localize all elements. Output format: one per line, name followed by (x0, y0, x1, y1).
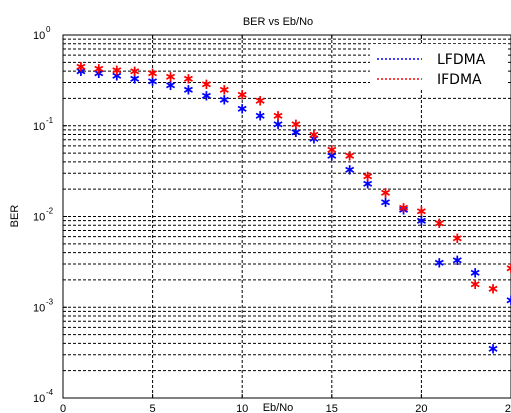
x-tick-label: 5 (150, 403, 156, 413)
series-lfdma: ∗∗∗∗∗∗∗∗∗∗∗∗∗∗∗∗∗∗∗∗∗∗∗∗∗ (75, 62, 511, 358)
x-tick-label: 25 (505, 403, 511, 413)
y-tick-base: 10 (33, 393, 45, 405)
x-tick-label: 0 (60, 403, 66, 413)
data-points: ∗ ∗ ∗ ∗ ∗ ∗ ∗ ∗ ∗∗ ∗ ∗ ∗ ∗∗∗∗∗ ∗∗∗ ∗∗∗∗ ∗ ∗ ∗ ∗ ∗ ∗ ∗ ∗ ∗ ∗∗ ∗∗∗ ∗… (75, 57, 511, 357)
data-point: ∗ (487, 280, 500, 298)
legend: LFDMA IFDMA (370, 44, 506, 88)
data-point: ∗ (200, 87, 213, 105)
data-point: ∗ (290, 123, 303, 141)
data-point: ∗ (218, 81, 231, 99)
legend-box (370, 44, 506, 88)
data-point: ∗ (146, 64, 159, 82)
data-point: ∗ (93, 64, 106, 82)
y-tick-label: 10-2 (33, 207, 54, 224)
y-axis-label: BER (9, 205, 21, 228)
data-point: ∗ (164, 76, 177, 94)
data-point: ∗ (505, 291, 511, 309)
x-tick-label: 15 (326, 403, 338, 413)
data-point: ∗ (469, 275, 482, 293)
data-point: ∗ (433, 254, 446, 272)
data-point: ∗ (110, 66, 123, 84)
data-point: ∗ (397, 199, 410, 217)
data-point: ∗ (415, 202, 428, 220)
data-point: ∗ (379, 193, 392, 211)
data-point: ∗ (361, 167, 374, 185)
grid (63, 35, 511, 398)
y-tick-exponent: -4 (46, 388, 54, 397)
data-point: ∗ (326, 147, 339, 165)
data-point: ∗ (75, 57, 88, 75)
x-tick-label: 20 (415, 403, 427, 413)
data-point: ∗ (415, 212, 428, 230)
y-tick-label: 10-4 (33, 388, 54, 405)
data-point: ∗ (128, 70, 141, 88)
data-point: ∗ (110, 61, 123, 79)
data-point: ∗ (326, 140, 339, 158)
y-tick-label: 10-1 (33, 116, 54, 133)
data-point: ∗ (254, 91, 267, 109)
data-point: ∗ (451, 229, 464, 247)
data-point: ∗ (379, 183, 392, 201)
data-point: ∗ (236, 99, 249, 117)
data-point: ∗ (182, 70, 195, 88)
plot-area (63, 35, 511, 398)
y-tick-label: 100 (33, 25, 51, 42)
data-point: ∗ (487, 340, 500, 358)
y-tick-base: 10 (33, 302, 45, 314)
y-tick-base: 10 (33, 121, 45, 133)
y-tick-label: 10-3 (33, 297, 54, 314)
data-point: ∗ (361, 175, 374, 193)
data-point: ∗ (254, 106, 267, 124)
data-point: ∗ (146, 72, 159, 90)
y-tick-exponent: 0 (46, 25, 51, 34)
data-point: ∗ (272, 115, 285, 133)
data-point: ∗ (290, 115, 303, 133)
data-point: ∗ (505, 259, 511, 277)
data-point: ∗ (308, 130, 321, 148)
data-point: ∗ (343, 160, 356, 178)
data-point: ∗ (128, 62, 141, 80)
data-point: ∗ (182, 81, 195, 99)
y-tick-exponent: -2 (46, 207, 54, 216)
data-point: ∗ (200, 75, 213, 93)
y-tick-base: 10 (33, 212, 45, 224)
data-point: ∗ (308, 126, 321, 144)
y-tick-exponent: -1 (46, 116, 54, 125)
series-ifdma: ∗∗∗∗∗∗∗∗∗∗∗∗∗∗∗∗∗∗∗∗∗∗∗∗∗ (75, 57, 511, 297)
data-point: ∗ (75, 62, 88, 80)
legend-label: LFDMA (437, 52, 486, 68)
x-tick-label: 10 (236, 403, 248, 413)
data-point: ∗ (272, 106, 285, 124)
x-axis-label: Eb/No (263, 402, 294, 413)
y-tick-exponent: -3 (46, 297, 54, 306)
data-point: ∗ (451, 251, 464, 269)
data-point: ∗ (397, 200, 410, 218)
data-point: ∗ (343, 147, 356, 165)
data-point: ∗ (93, 59, 106, 77)
axis-ticks: 051015202510010-110-210-310-4 (33, 25, 511, 413)
data-point: ∗ (164, 67, 177, 85)
y-tick-base: 10 (33, 30, 45, 42)
data-point: ∗ (218, 90, 231, 108)
legend-label: IFDMA (437, 72, 482, 88)
data-point: ∗ (433, 214, 446, 232)
chart-title: BER vs Eb/No (243, 16, 313, 28)
data-point: ∗ (236, 86, 249, 104)
data-point: ∗ (469, 264, 482, 282)
